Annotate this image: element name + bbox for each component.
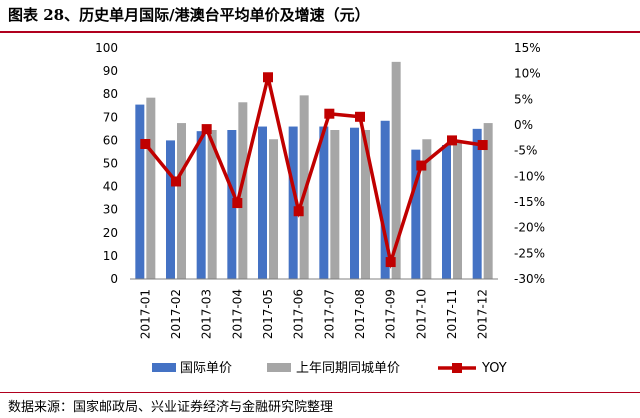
bar-intl-price bbox=[442, 145, 451, 279]
y-right-tick-label: 5% bbox=[514, 92, 533, 106]
yoy-point bbox=[201, 124, 212, 135]
bar-prior-year-price bbox=[361, 130, 370, 279]
title-divider bbox=[0, 31, 640, 33]
x-tick-label: 2017-12 bbox=[476, 289, 490, 339]
yoy-point bbox=[293, 206, 304, 217]
bar-prior-year-price bbox=[453, 140, 462, 279]
x-tick-label: 2017-02 bbox=[169, 289, 183, 339]
x-tick-label: 2017-04 bbox=[230, 289, 244, 339]
yoy-point bbox=[324, 108, 335, 119]
y-left-tick-label: 80 bbox=[103, 87, 118, 101]
bar-prior-year-price bbox=[207, 130, 217, 279]
bar-intl-price bbox=[380, 120, 390, 279]
y-left-tick-label: 60 bbox=[103, 133, 118, 147]
bar-intl-price bbox=[196, 131, 206, 279]
legend-label-yoy: YOY bbox=[481, 361, 507, 376]
bar-prior-year-price bbox=[238, 102, 248, 279]
y-right-tick-label: -20% bbox=[514, 221, 545, 235]
bar-intl-price bbox=[350, 127, 359, 279]
x-tick-label: 2017-11 bbox=[445, 289, 459, 339]
yoy-point bbox=[140, 138, 151, 149]
bar-intl-price bbox=[472, 128, 482, 279]
y-left-tick-label: 20 bbox=[103, 226, 118, 240]
yoy-point bbox=[385, 257, 396, 268]
bar-prior-year-price bbox=[269, 139, 278, 279]
legend-label-intl: 国际单价 bbox=[180, 361, 232, 376]
bar-intl-price bbox=[258, 126, 267, 279]
y-right-tick-label: -25% bbox=[514, 246, 545, 260]
data-source: 数据来源：国家邮政局、兴业证券经济与金融研究院整理 bbox=[8, 400, 334, 415]
x-tick-label: 2017-05 bbox=[261, 289, 275, 339]
y-right-tick-label: -30% bbox=[514, 272, 545, 286]
y-left-tick-label: 70 bbox=[103, 110, 118, 124]
yoy-point bbox=[477, 140, 488, 151]
bar-intl-price bbox=[227, 130, 237, 279]
x-tick-label: 2017-06 bbox=[292, 289, 306, 339]
bar-prior-year-price bbox=[483, 123, 493, 279]
y-right-tick-label: 0% bbox=[514, 118, 533, 132]
y-left-tick-label: 0 bbox=[110, 272, 118, 286]
legend-marker-yoy bbox=[452, 363, 462, 373]
y-right-tick-label: -10% bbox=[514, 169, 545, 183]
yoy-point bbox=[447, 135, 457, 146]
y-left-tick-label: 10 bbox=[103, 249, 118, 263]
chart: 0 10 20 30 40 50 60 70 80 90 100 -30% -25% -20% -15% -1… bbox=[95, 41, 545, 376]
yoy-point bbox=[171, 176, 181, 187]
y-right-tick-label: -15% bbox=[514, 195, 545, 209]
yoy-point bbox=[416, 160, 427, 171]
bar-prior-year-price bbox=[299, 95, 309, 279]
legend-label-prior: 上年同期同城单价 bbox=[296, 361, 400, 376]
bar-prior-year-price bbox=[177, 123, 186, 279]
bar-prior-year-price bbox=[391, 61, 401, 279]
x-tick-label: 2017-10 bbox=[414, 289, 428, 339]
bar-prior-year-price bbox=[330, 130, 340, 279]
bar-intl-price bbox=[135, 104, 145, 279]
y-left-tick-label: 30 bbox=[103, 203, 118, 217]
y-left-tick-label: 40 bbox=[103, 180, 118, 194]
bar-intl-price bbox=[288, 126, 298, 279]
y-left-tick-label: 90 bbox=[103, 64, 118, 78]
yoy-point bbox=[263, 72, 273, 83]
bar-intl-price bbox=[319, 126, 329, 279]
bar-intl-price bbox=[411, 149, 421, 279]
y-left-tick-label: 100 bbox=[95, 41, 118, 55]
yoy-point bbox=[355, 111, 365, 122]
y-right-tick-label: -5% bbox=[514, 144, 537, 158]
y-right-tick-label: 10% bbox=[514, 67, 541, 81]
x-tick-label: 2017-01 bbox=[138, 289, 152, 339]
yoy-point bbox=[232, 198, 243, 209]
chart-title: 图表 28、历史单月国际/港澳台平均单价及增速（元） bbox=[8, 6, 370, 24]
bar-intl-price bbox=[166, 140, 175, 279]
bar-prior-year-price bbox=[422, 139, 432, 279]
source-divider bbox=[0, 392, 640, 393]
x-tick-label: 2017-07 bbox=[322, 289, 336, 339]
bar-prior-year-price bbox=[146, 97, 156, 279]
yoy-line bbox=[143, 76, 483, 269]
legend-swatch-intl bbox=[152, 363, 176, 372]
x-tick-label: 2017-08 bbox=[353, 289, 367, 339]
x-tick-label: 2017-03 bbox=[200, 289, 214, 339]
legend-swatch-prior bbox=[267, 363, 291, 372]
y-left-tick-label: 50 bbox=[103, 157, 118, 171]
x-tick-label: 2017-09 bbox=[384, 289, 398, 339]
y-right-tick-label: 15% bbox=[514, 41, 541, 55]
